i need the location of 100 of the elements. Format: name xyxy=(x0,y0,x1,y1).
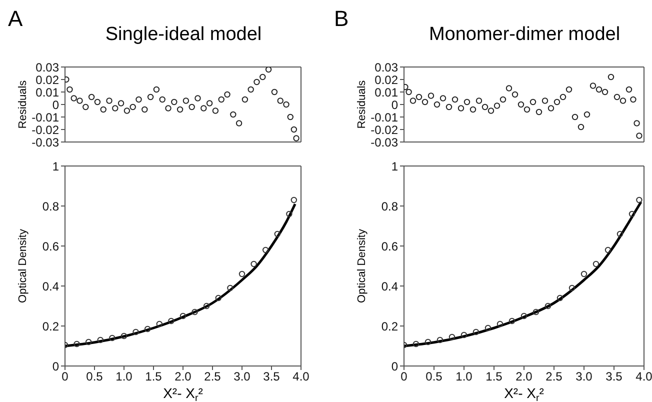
point xyxy=(452,96,458,103)
y-tick-label: 0 xyxy=(52,359,60,374)
point xyxy=(176,106,184,113)
x-tick-label: 1.5 xyxy=(486,370,503,384)
point xyxy=(236,120,242,126)
point xyxy=(476,98,482,104)
y-tick-label: -0.01 xyxy=(32,110,60,124)
point xyxy=(260,74,266,80)
x-tick-label: 4.0 xyxy=(636,370,652,384)
point xyxy=(580,270,588,278)
point xyxy=(518,101,524,108)
x-tick-label: 3.0 xyxy=(576,370,593,384)
x-tick-label: 1.0 xyxy=(456,370,473,384)
point xyxy=(287,114,294,120)
point xyxy=(482,104,488,110)
point xyxy=(206,100,213,106)
y-tick-label: 0 xyxy=(391,98,398,112)
point xyxy=(530,98,536,106)
point xyxy=(212,108,219,114)
y-tick-label: 0.8 xyxy=(381,199,398,214)
point xyxy=(74,340,80,348)
point xyxy=(204,302,210,310)
x-tick-label: 0 xyxy=(400,370,408,384)
point xyxy=(76,98,83,104)
point xyxy=(242,96,248,103)
point xyxy=(277,98,284,104)
point xyxy=(440,95,446,102)
y-tick-label: 0.4 xyxy=(381,279,398,294)
text: A xyxy=(8,6,23,32)
point xyxy=(194,95,201,102)
point xyxy=(532,308,540,316)
point xyxy=(634,120,640,126)
point xyxy=(554,98,560,106)
x-tick-label: 0.5 xyxy=(86,370,104,384)
point xyxy=(614,94,620,100)
point xyxy=(159,96,166,103)
x-tick-label: 1.5 xyxy=(145,370,162,384)
y-tick-label: -0.03 xyxy=(370,135,398,150)
point xyxy=(136,96,142,103)
point xyxy=(230,111,236,118)
point xyxy=(144,326,151,332)
point xyxy=(124,108,130,114)
point xyxy=(628,210,636,218)
y-tick-label: 0.2 xyxy=(381,319,398,334)
point xyxy=(188,104,195,110)
point xyxy=(472,328,480,336)
point xyxy=(568,284,576,292)
point xyxy=(520,312,528,320)
point xyxy=(422,98,428,106)
point xyxy=(434,101,440,108)
point xyxy=(488,108,494,114)
x-tick-label: 4.0 xyxy=(292,370,310,384)
y-tick-label: 1 xyxy=(52,159,60,174)
point xyxy=(508,318,516,324)
point xyxy=(180,312,186,320)
y-tick-label: 0 xyxy=(391,359,398,374)
point xyxy=(616,230,624,238)
x-tick-label: 2.0 xyxy=(174,370,192,384)
point xyxy=(97,336,104,344)
y-axis-title: Residuals xyxy=(356,80,368,129)
point xyxy=(238,270,246,278)
point xyxy=(578,124,584,130)
x-tick-label: 0 xyxy=(62,370,69,384)
point xyxy=(484,324,492,332)
point xyxy=(496,320,504,328)
point xyxy=(224,91,230,98)
point xyxy=(132,328,139,336)
text: B xyxy=(334,6,349,32)
point xyxy=(416,94,422,100)
point xyxy=(168,318,174,324)
point xyxy=(596,86,602,93)
point xyxy=(626,86,632,93)
x-tick-label: 2.0 xyxy=(516,370,533,384)
point xyxy=(227,284,234,292)
point xyxy=(470,106,476,113)
y-tick-label: 0.4 xyxy=(42,279,60,294)
point xyxy=(286,210,292,218)
point xyxy=(410,98,416,104)
point xyxy=(290,126,298,133)
point xyxy=(544,302,552,310)
y-tick-label: 0.02 xyxy=(36,72,60,87)
point xyxy=(88,94,95,100)
point xyxy=(192,308,198,316)
point xyxy=(636,196,642,204)
point xyxy=(218,96,224,103)
point xyxy=(620,98,626,104)
point xyxy=(560,94,566,100)
point xyxy=(572,114,578,120)
y-tick-label: 0.03 xyxy=(36,60,60,74)
point xyxy=(548,105,554,112)
point xyxy=(412,340,420,348)
x-tick-label: 0.5 xyxy=(426,370,443,384)
y-axis-title: Residuals xyxy=(16,80,29,129)
point xyxy=(250,260,257,268)
point xyxy=(70,95,77,102)
y-tick-label: 0.6 xyxy=(42,239,60,254)
point xyxy=(82,104,89,110)
point xyxy=(460,332,468,338)
point xyxy=(112,105,118,112)
point xyxy=(274,230,280,238)
